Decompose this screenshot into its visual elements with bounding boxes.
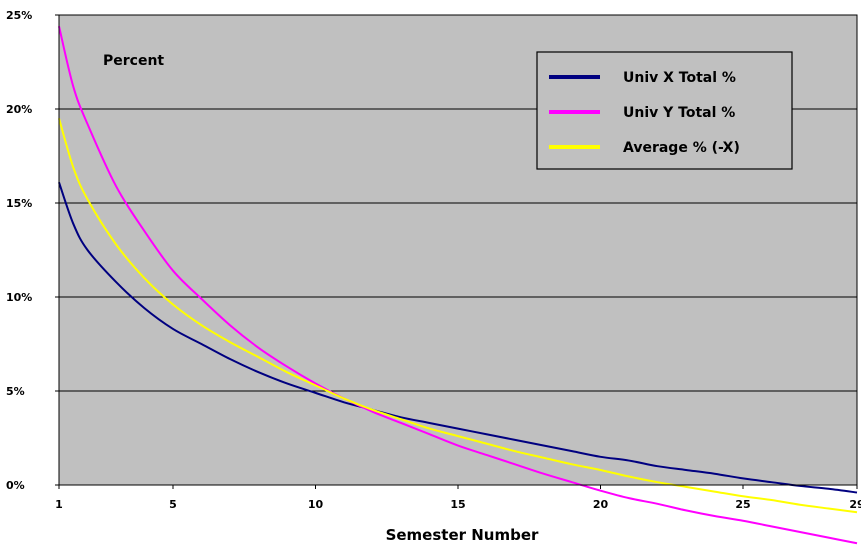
x-tick-label: 20 <box>593 498 609 511</box>
y-axis-ticks: 0% 5% 10% 15% 20% 25% <box>6 9 59 492</box>
x-tick-label: 5 <box>169 498 177 511</box>
y-tick-label: 0% <box>6 479 25 492</box>
legend-label: Univ X Total % <box>623 70 736 86</box>
series-line-2 <box>58 26 858 545</box>
gridlines <box>59 108 857 392</box>
x-tick-label: 25 <box>735 498 750 511</box>
legend-label: Average % (-X) <box>623 140 740 156</box>
x-tick-label: 15 <box>450 498 465 511</box>
legend-label: Univ Y Total % <box>623 105 735 121</box>
x-tick-label: 1 <box>55 498 63 511</box>
y-tick-label: 10% <box>6 291 32 304</box>
series-line-3 <box>58 118 858 514</box>
x-axis-ticks: 1 5 10 15 20 25 29 <box>55 485 861 511</box>
x-tick-label: 10 <box>308 498 324 511</box>
y-tick-label: 15% <box>6 197 32 210</box>
y-tick-label: 5% <box>6 385 25 398</box>
series-lines <box>58 26 858 545</box>
percent-annotation: Percent <box>103 53 164 69</box>
legend: Univ X Total % Univ Y Total % Average % (-… <box>536 51 793 170</box>
y-tick-label: 20% <box>6 103 32 116</box>
x-tick-label: 29 <box>849 498 861 511</box>
x-axis-title: Semester Number <box>386 526 539 544</box>
y-tick-label: 25% <box>6 9 32 22</box>
plot-frame <box>58 14 858 486</box>
series-line-1 <box>58 181 858 494</box>
